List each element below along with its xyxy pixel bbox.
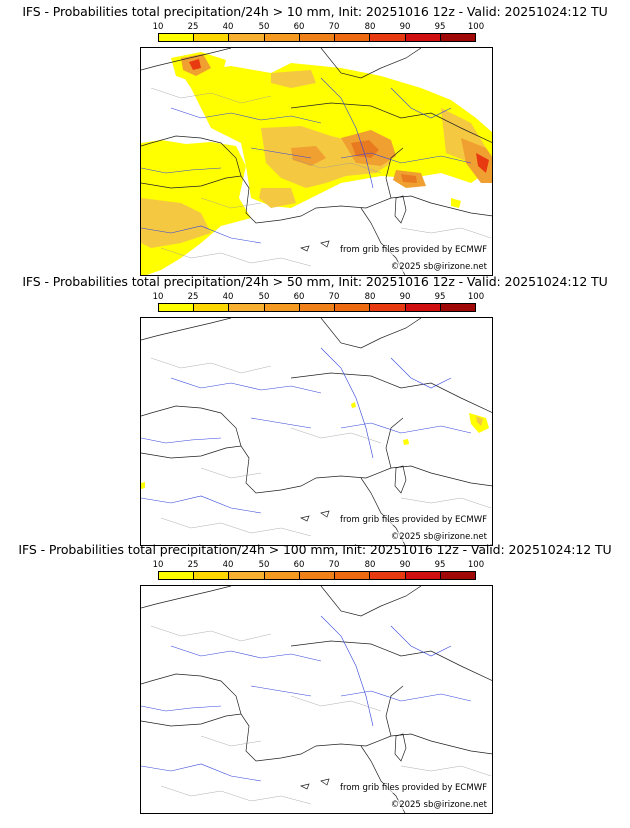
colorbar-label: 95 (434, 292, 446, 302)
precip-field (141, 402, 489, 489)
colorbar-label: 10 (152, 560, 164, 570)
colorbar-label: 70 (328, 560, 340, 570)
credit-source: from grib files provided by ECMWF (340, 783, 487, 793)
colorbar-label: 25 (187, 22, 199, 32)
colorbar-swatch (194, 34, 230, 41)
map-frame: from grib files provided by ECMWF ©2025 … (140, 317, 493, 546)
colorbar-swatch (194, 304, 230, 311)
precip-field (141, 52, 492, 275)
colorbar-swatch (440, 34, 475, 41)
credit-source: from grib files provided by ECMWF (340, 245, 487, 255)
map-canvas (141, 318, 492, 545)
colorbar-label: 90 (399, 22, 411, 32)
colorbar-label: 90 (399, 292, 411, 302)
coastlines (141, 586, 492, 813)
colorbar-label: 50 (258, 560, 270, 570)
colorbar-label: 100 (467, 22, 485, 32)
map-frame: from grib files provided by ECMWF ©2025 … (140, 585, 493, 814)
admin-borders (150, 625, 492, 805)
rivers (141, 77, 472, 244)
colorbar-label: 80 (364, 22, 376, 32)
panel-10mm: IFS - Probabilities total precipitation/… (0, 0, 630, 276)
colorbar-label: 60 (293, 292, 305, 302)
colorbar-swatch (159, 34, 195, 41)
colorbar-label: 100 (467, 560, 485, 570)
coastlines (141, 318, 492, 545)
admin-borders (150, 87, 492, 267)
colorbar-swatch (405, 304, 441, 311)
map-frame: from grib files provided by ECMWF ©2025 … (140, 47, 493, 276)
colorbar-swatch (299, 572, 336, 579)
colorbar: 10 25 40 50 60 70 80 90 95 100 (153, 292, 484, 315)
credit-copyright: ©2025 sb@irizone.net (390, 262, 487, 272)
colorbar-label: 70 (328, 292, 340, 302)
colorbar-swatch (370, 34, 406, 41)
colorbar-label: 50 (258, 292, 270, 302)
map-canvas (141, 586, 492, 813)
colorbar-label: 10 (152, 292, 164, 302)
colorbar-label: 60 (293, 22, 305, 32)
coastlines (141, 48, 492, 275)
colorbar: 10 25 40 50 60 70 80 90 95 100 (153, 22, 484, 45)
colorbar-swatch (335, 304, 371, 311)
colorbar-swatch (264, 34, 300, 41)
credit-copyright: ©2025 sb@irizone.net (390, 800, 487, 810)
colorbar-label: 40 (222, 22, 234, 32)
colorbar-scale (158, 571, 476, 580)
colorbar-label: 10 (152, 22, 164, 32)
colorbar-swatch (370, 304, 406, 311)
rivers (141, 347, 472, 514)
credit-source: from grib files provided by ECMWF (340, 515, 487, 525)
rivers (141, 615, 472, 782)
colorbar-label: 60 (293, 560, 305, 570)
islands (299, 465, 407, 522)
colorbar-label: 80 (364, 292, 376, 302)
colorbar-swatch (440, 304, 475, 311)
colorbar-label: 80 (364, 560, 376, 570)
colorbar-swatch (405, 572, 441, 579)
panel-title: IFS - Probabilities total precipitation/… (18, 542, 612, 557)
colorbar-swatch (159, 572, 195, 579)
colorbar-swatch (335, 572, 371, 579)
colorbar-label: 25 (187, 560, 199, 570)
colorbar-swatch (405, 34, 441, 41)
colorbar-swatch (159, 304, 195, 311)
colorbar-label: 95 (434, 560, 446, 570)
colorbar-label: 70 (328, 22, 340, 32)
colorbar-swatch (229, 304, 265, 311)
colorbar-swatch (440, 572, 475, 579)
islands (299, 195, 407, 252)
islands (299, 733, 407, 790)
colorbar-label: 95 (434, 22, 446, 32)
colorbar-scale (158, 33, 476, 42)
panel-50mm: IFS - Probabilities total precipitation/… (0, 270, 630, 546)
admin-borders (150, 357, 492, 537)
panel-title: IFS - Probabilities total precipitation/… (22, 4, 608, 19)
colorbar-label: 90 (399, 560, 411, 570)
map-canvas (141, 48, 492, 275)
colorbar-scale (158, 303, 476, 312)
credit-copyright: ©2025 sb@irizone.net (390, 532, 487, 542)
colorbar-label: 100 (467, 292, 485, 302)
colorbar-label: 40 (222, 560, 234, 570)
colorbar-swatch (229, 34, 265, 41)
colorbar-swatch (299, 34, 336, 41)
colorbar-label: 50 (258, 22, 270, 32)
panel-title: IFS - Probabilities total precipitation/… (22, 274, 608, 289)
colorbar-swatch (264, 304, 300, 311)
colorbar: 10 25 40 50 60 70 80 90 95 100 (153, 560, 484, 583)
panel-100mm: IFS - Probabilities total precipitation/… (0, 538, 630, 814)
colorbar-label: 25 (187, 292, 199, 302)
colorbar-label: 40 (222, 292, 234, 302)
colorbar-swatch (194, 572, 230, 579)
colorbar-swatch (299, 304, 336, 311)
colorbar-swatch (335, 34, 371, 41)
colorbar-swatch (370, 572, 406, 579)
colorbar-swatch (229, 572, 265, 579)
colorbar-swatch (264, 572, 300, 579)
